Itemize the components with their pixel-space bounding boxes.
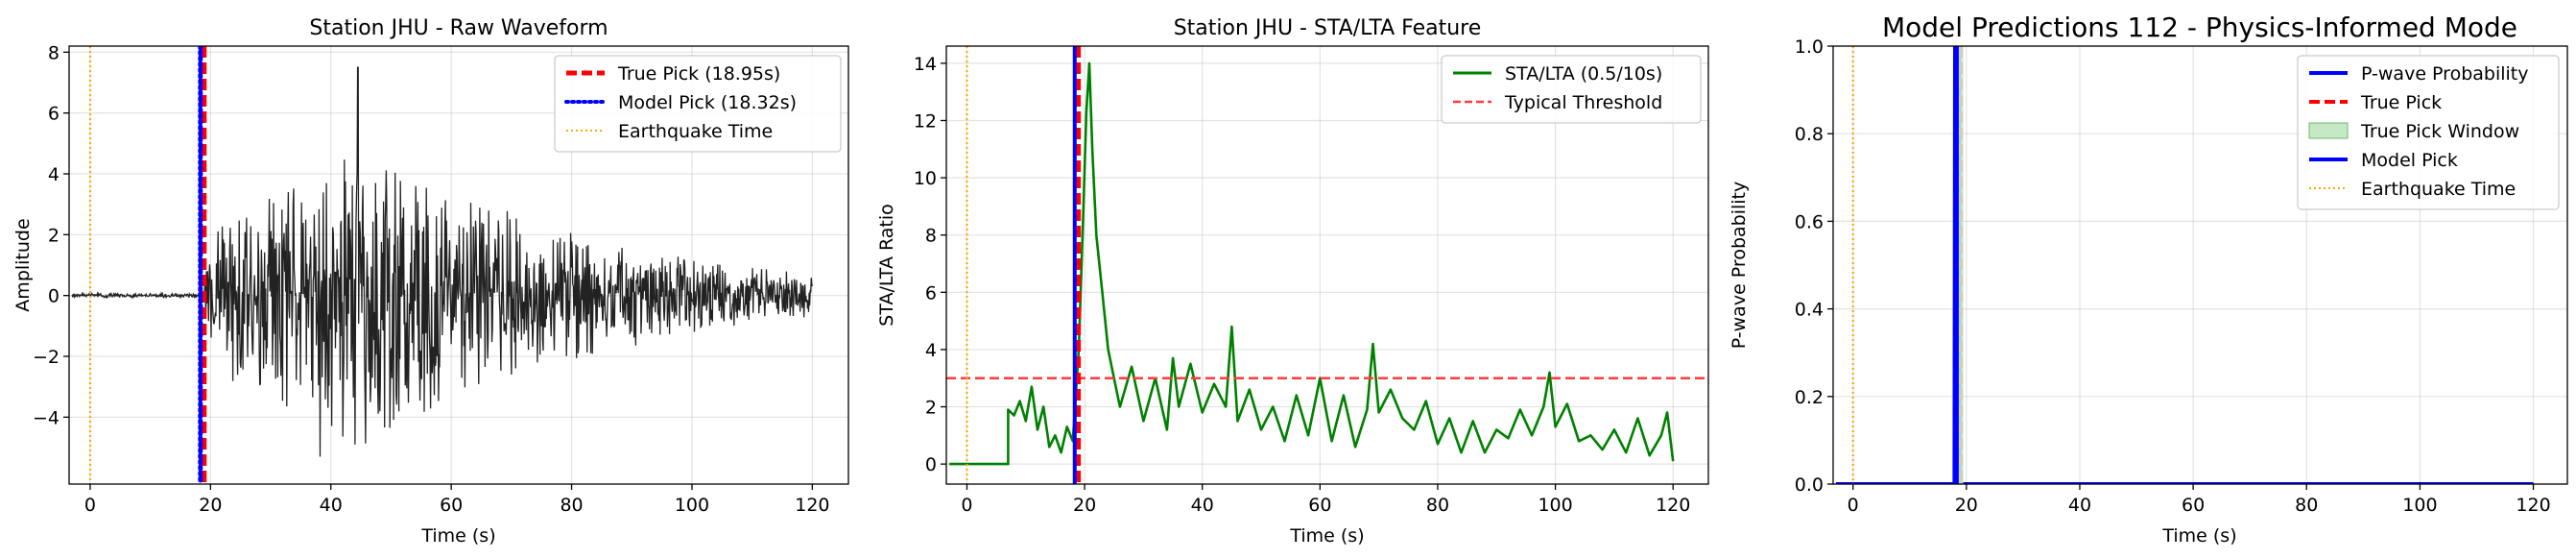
y-tick-label: 0.8 (1795, 124, 1824, 145)
x-tick-label: 0 (84, 495, 96, 516)
legend-label-threshold: Typical Threshold (1504, 92, 1662, 113)
series-waveform (71, 66, 814, 457)
x-tick-label: 40 (320, 495, 343, 516)
panel3-legend: P-wave Probability True Pick True Pick W… (2297, 55, 2560, 210)
x-tick-label: 80 (1426, 495, 1449, 516)
x-tick-label: 0 (1848, 495, 1859, 516)
x-tick-label: 40 (1191, 495, 1214, 516)
legend-swatch-window (2308, 122, 2349, 139)
y-tick-label: 2 (48, 225, 60, 246)
panel2-frame (945, 45, 1709, 485)
y-tick-label: 4 (48, 164, 60, 185)
panel3-plot-area (1836, 46, 2534, 484)
panel-raw-waveform: Station JHU - Raw Waveform 0 20 40 60 80 100 1… (12, 16, 849, 547)
legend-label-true-pick: True Pick (18.95s) (617, 63, 780, 85)
x-tick-label: 100 (1538, 495, 1572, 516)
x-tick-label: 20 (199, 495, 222, 516)
y-tick-label: 10 (914, 168, 937, 189)
x-tick-label: 60 (440, 495, 463, 516)
legend-label-earthquake-time: Earthquake Time (618, 121, 773, 142)
panel2-plot-area (946, 46, 1708, 484)
panel3-ylabel: P-wave Probability (1729, 182, 1750, 350)
x-tick-label: 100 (675, 495, 709, 516)
panel3-ticks: 0 20 40 60 80 100 120 0.0 0.2 0.4 0.6 0.8 1.0 (1795, 36, 2551, 516)
y-tick-label: 12 (914, 110, 937, 132)
legend-label-model-pick: Model Pick (2361, 150, 2458, 171)
panel1-title: Station JHU - Raw Waveform (309, 16, 608, 40)
y-tick-label: 2 (925, 398, 937, 419)
x-tick-label: 100 (2402, 495, 2437, 516)
panel2-xlabel: Time (s) (1289, 525, 1364, 547)
x-tick-label: 20 (1955, 495, 1978, 516)
y-tick-label: 0.6 (1795, 211, 1824, 232)
x-tick-label: 120 (1656, 495, 1690, 516)
panel1-ylabel: Amplitude (12, 218, 34, 311)
legend-label-earthquake-time: Earthquake Time (2361, 179, 2516, 200)
x-tick-label: 0 (961, 495, 972, 516)
y-tick-label: 0.0 (1795, 474, 1824, 496)
x-tick-label: 120 (795, 495, 829, 516)
y-tick-label: 1.0 (1795, 36, 1824, 58)
y-tick-label: 0 (925, 454, 937, 475)
panel1-xlabel: Time (s) (420, 525, 495, 547)
legend-label-model-pick: Model Pick (18.32s) (618, 92, 797, 113)
y-tick-label: 14 (914, 54, 937, 75)
panel-sta-lta: Station JHU - STA/LTA Feature 0 20 40 60 80 1… (876, 16, 1709, 547)
y-tick-label: −4 (33, 407, 60, 428)
legend-box (1441, 55, 1702, 124)
legend-box (2297, 55, 2560, 210)
legend-label-probability: P-wave Probability (2361, 63, 2529, 85)
panel1-plot-area (71, 46, 814, 484)
y-tick-label: 8 (48, 42, 60, 63)
legend-label-stalta: STA/LTA (0.5/10s) (1505, 63, 1662, 85)
panel1-legend: True Pick (18.95s) Model Pick (18.32s) E… (554, 55, 842, 153)
panel1-frame (68, 45, 849, 485)
x-tick-label: 60 (2182, 495, 2205, 516)
panel3-xlabel: Time (s) (2161, 525, 2236, 547)
y-tick-label: 0.4 (1795, 300, 1824, 321)
panel3-frame (1832, 45, 2568, 485)
legend-label-window: True Pick Window (2360, 121, 2519, 142)
x-tick-label: 80 (2295, 495, 2318, 516)
y-tick-label: −2 (33, 347, 60, 368)
x-tick-label: 40 (2068, 495, 2091, 516)
series-true-pick-window (1957, 46, 1964, 484)
x-tick-label: 80 (560, 495, 583, 516)
y-tick-label: 6 (925, 282, 937, 304)
y-tick-label: 0 (48, 286, 60, 307)
panel2-title: Station JHU - STA/LTA Feature (1174, 16, 1482, 40)
panel2-ticks: 0 20 40 60 80 100 120 0 2 4 6 8 10 12 14 (914, 54, 1691, 516)
panel1-ticks: 0 20 40 60 80 100 120 −4 −2 0 2 4 6 8 (33, 42, 830, 516)
series-sta-lta-0-5-10s (949, 61, 1675, 466)
y-tick-label: 6 (48, 104, 60, 125)
x-tick-label: 120 (2516, 495, 2550, 516)
y-tick-label: 0.2 (1795, 387, 1824, 408)
y-tick-label: 4 (925, 340, 937, 361)
legend-label-true-pick: True Pick (2360, 92, 2442, 113)
panel-model-predictions: Model Predictions 112 - Physics-Informed… (1729, 12, 2568, 547)
x-tick-label: 20 (1073, 495, 1096, 516)
legend-box (554, 55, 842, 153)
panel3-title: Model Predictions 112 - Physics-Informed… (1882, 12, 2517, 43)
panel2-legend: STA/LTA (0.5/10s) Typical Threshold (1441, 55, 1702, 124)
panel2-ylabel: STA/LTA Ratio (876, 204, 897, 327)
x-tick-label: 60 (1308, 495, 1331, 516)
y-tick-label: 8 (925, 226, 937, 247)
